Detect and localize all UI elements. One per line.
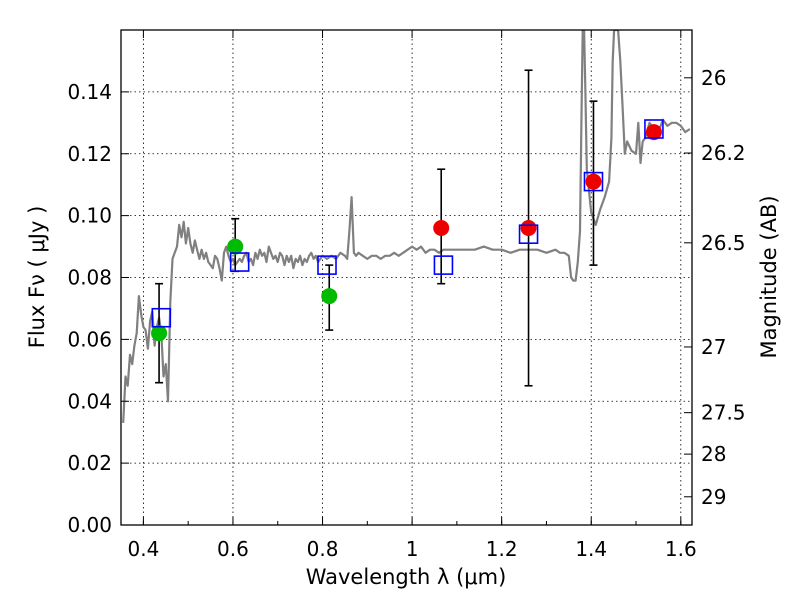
y-axis-label: Flux Fν ( μJy ): [25, 206, 49, 349]
right-tick-label: 29: [701, 485, 726, 509]
y-tick-label: 0.04: [67, 389, 112, 413]
x-tick-label: 1.4: [575, 537, 607, 561]
model-square: [317, 255, 337, 275]
red-point: [585, 173, 602, 190]
x-tick-label: 0.6: [217, 537, 249, 561]
model-square: [433, 255, 454, 275]
x-tick-label: 1.6: [665, 537, 697, 561]
y-tick-label: 0.12: [67, 142, 112, 166]
y-tick-label: 0.14: [67, 80, 112, 104]
green-point: [151, 325, 168, 342]
red-point: [433, 220, 450, 236]
x-tick-label: 1.2: [486, 537, 518, 561]
tick-marks: [121, 30, 692, 526]
x-axis-label: Wavelength λ (μm): [306, 565, 507, 589]
tick-labels: 0.4 0.6 0.8 1 1.2 1.4 1.6 0.00 0.02 0.04 0.06 0.08 0…: [67, 66, 745, 561]
model-square: [151, 307, 172, 328]
red-point: [520, 220, 537, 236]
right-tick-label: 27: [701, 335, 726, 359]
model-sed-line: [122, 30, 691, 423]
y-tick-label: 0.08: [67, 266, 112, 290]
x-tick-label: 0.8: [307, 537, 339, 561]
y-tick-label: 0.06: [67, 327, 112, 351]
green-point: [321, 288, 338, 305]
x-tick-label: 0.4: [127, 537, 159, 561]
data-layer: [122, 30, 691, 423]
model-square: [583, 171, 604, 192]
model-square: [518, 224, 539, 244]
right-axis-label: Magnitude (AB): [757, 195, 781, 358]
right-tick-label: 26: [701, 66, 726, 90]
y-tick-label: 0.10: [67, 204, 112, 228]
right-tick-label: 26.5: [701, 231, 746, 255]
model-square: [229, 252, 250, 272]
model-square: [644, 119, 664, 139]
grid-lines: [121, 30, 692, 525]
right-tick-label: 27.5: [701, 401, 746, 425]
right-tick-label: 28: [701, 442, 726, 466]
y-tick-label: 0.00: [67, 513, 112, 537]
y-tick-label: 0.02: [67, 451, 112, 475]
x-tick-label: 1: [406, 537, 419, 561]
green-point: [227, 238, 244, 255]
right-tick-label: 26.2: [701, 141, 746, 165]
red-point: [645, 124, 662, 141]
